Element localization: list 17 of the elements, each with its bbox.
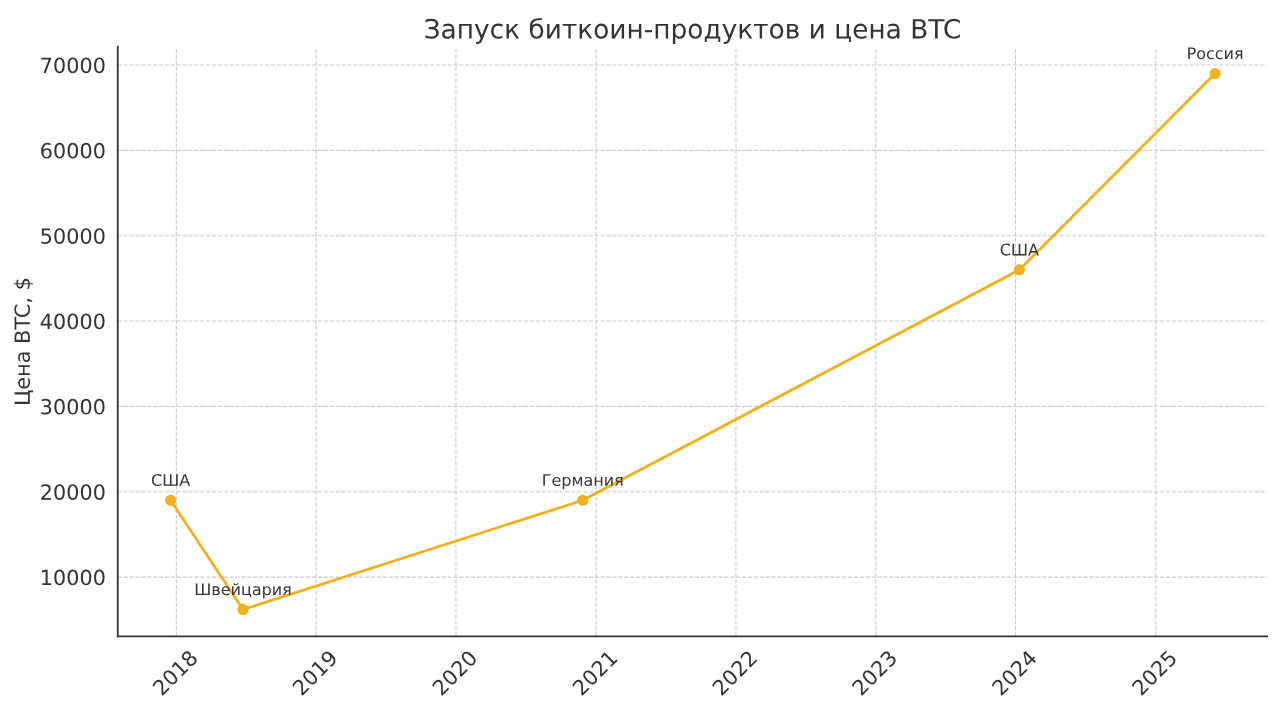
annotation: Россия — [1188, 47, 1243, 60]
point — [1013, 264, 1025, 276]
y-tick-label: 30000 — [41, 398, 105, 415]
y-tick-label: 70000 — [41, 57, 105, 74]
y-tick-label: 10000 — [41, 569, 105, 586]
point — [237, 603, 249, 616]
chart-title: Запуск биткоин-продуктов и цена BTC — [425, 17, 960, 44]
y-tick-label: 20000 — [41, 484, 105, 500]
y-tick-label: 40000 — [40, 313, 105, 330]
annotation: США — [1000, 243, 1039, 256]
y-tick-label: 50000 — [41, 228, 105, 244]
point — [577, 494, 589, 506]
point — [165, 494, 177, 506]
annotation: США — [151, 473, 191, 487]
point — [1209, 67, 1221, 80]
y-tick-label: 60000 — [41, 142, 105, 159]
y-axis-title: Цена BTC, $ — [13, 278, 34, 404]
